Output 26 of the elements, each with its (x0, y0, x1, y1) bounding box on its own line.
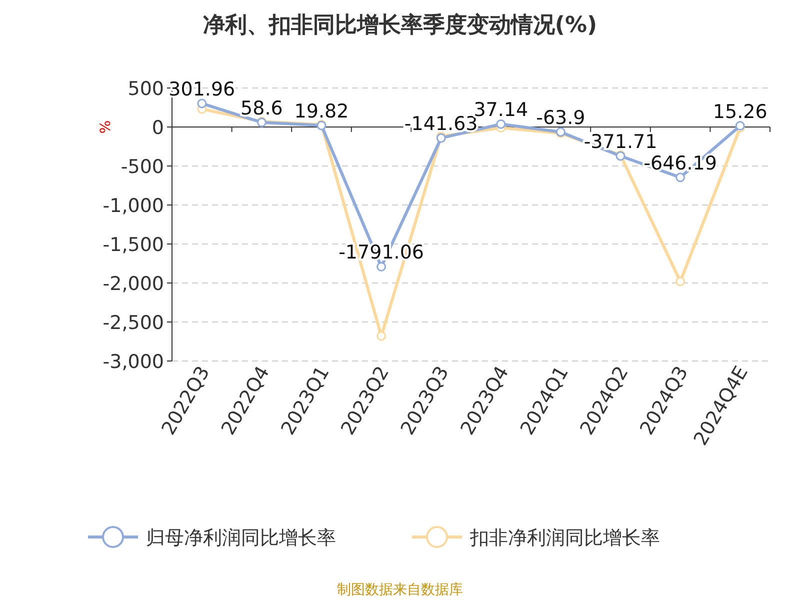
chart-title: 净利、扣非同比增长率季度变动情况(%) (202, 12, 598, 38)
data-label: -371.71 (584, 130, 658, 153)
data-label: 15.26 (712, 100, 768, 123)
legend-label: 归母净利润同比增长率 (146, 527, 336, 549)
text: 制图数据来自数据库 (337, 582, 463, 598)
y-tick-label: -2,500 (102, 312, 164, 334)
y-tick-label: -1,000 (102, 195, 164, 217)
y-tick-label: 500 (128, 78, 164, 100)
data-label: 58.6 (240, 97, 283, 120)
point (197, 98, 207, 108)
point (676, 172, 686, 182)
data-label: -646.19 (644, 152, 717, 174)
y-tick-label: 0 (152, 117, 164, 139)
y-tick-label: -1,500 (102, 234, 164, 256)
y-tick-label: -2,000 (102, 273, 164, 295)
point (376, 262, 386, 272)
point (676, 276, 686, 286)
point (376, 331, 386, 341)
data-label: -63.9 (536, 106, 586, 129)
data-label: -1791.06 (338, 242, 424, 264)
y-tick-label: -3,000 (102, 351, 164, 373)
y-tick-label: -500 (120, 156, 164, 178)
point (496, 119, 506, 129)
y-axis-title: % (98, 120, 114, 134)
data-label: 19.82 (294, 100, 349, 122)
legend-label: 扣非净利润同比增长率 (469, 527, 660, 549)
